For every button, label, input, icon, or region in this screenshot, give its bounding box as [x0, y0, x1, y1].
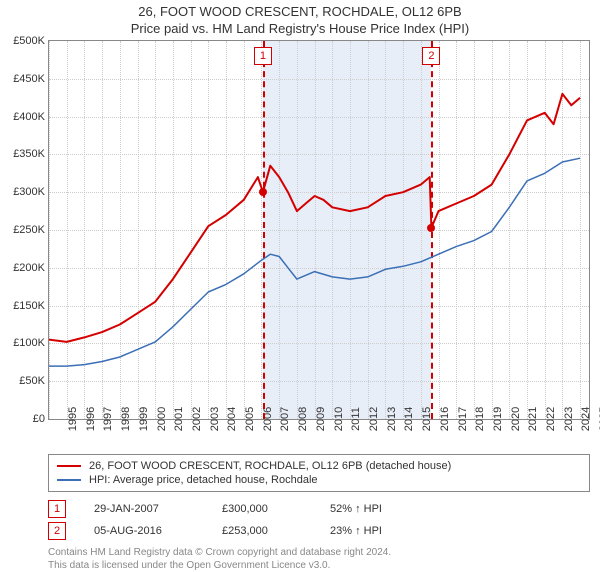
legend-box: 26, FOOT WOOD CRESCENT, ROCHDALE, OL12 6…	[48, 454, 590, 492]
event-marker	[259, 188, 267, 196]
sale-flag: 2	[48, 522, 66, 540]
y-tick-label: £450K	[13, 73, 49, 85]
y-tick-label: £350K	[13, 148, 49, 160]
attribution-footer: Contains HM Land Registry data © Crown c…	[48, 546, 590, 572]
sale-date: 05-AUG-2016	[94, 525, 194, 537]
footer-line: This data is licensed under the Open Gov…	[48, 559, 590, 572]
y-tick-label: £100K	[13, 337, 49, 349]
footer-line: Contains HM Land Registry data © Crown c…	[48, 546, 590, 559]
legend-swatch	[57, 479, 81, 481]
legend-label: 26, FOOT WOOD CRESCENT, ROCHDALE, OL12 6…	[89, 460, 451, 472]
sale-date: 29-JAN-2007	[94, 503, 194, 515]
sale-price: £300,000	[222, 503, 302, 515]
legend-swatch	[57, 465, 81, 467]
legend-row: HPI: Average price, detached house, Roch…	[57, 473, 581, 487]
event-flag: 2	[422, 47, 440, 65]
series-svg	[49, 41, 589, 419]
legend-row: 26, FOOT WOOD CRESCENT, ROCHDALE, OL12 6…	[57, 459, 581, 473]
y-tick-label: £150K	[13, 300, 49, 312]
event-flag: 1	[254, 47, 272, 65]
chart-subtitle: Price paid vs. HM Land Registry's House …	[0, 21, 600, 36]
sale-row: 1 29-JAN-2007 £300,000 52% ↑ HPI	[48, 498, 590, 520]
event-marker	[427, 224, 435, 232]
sale-flag: 1	[48, 500, 66, 518]
sale-hpi: 23% ↑ HPI	[330, 525, 382, 537]
sale-price: £253,000	[222, 525, 302, 537]
y-tick-label: £200K	[13, 262, 49, 274]
sale-hpi: 52% ↑ HPI	[330, 503, 382, 515]
legend-label: HPI: Average price, detached house, Roch…	[89, 474, 318, 486]
series-hpi	[49, 158, 580, 366]
y-tick-label: £500K	[13, 35, 49, 47]
y-tick-label: £50K	[19, 375, 49, 387]
chart-plot-area: £0£50K£100K£150K£200K£250K£300K£350K£400…	[48, 40, 590, 420]
sale-row: 2 05-AUG-2016 £253,000 23% ↑ HPI	[48, 520, 590, 542]
sales-table: 1 29-JAN-2007 £300,000 52% ↑ HPI 2 05-AUG-201…	[48, 498, 590, 542]
series-price_paid	[49, 94, 580, 342]
chart-title: 26, FOOT WOOD CRESCENT, ROCHDALE, OL12 6…	[0, 4, 600, 19]
y-tick-label: £250K	[13, 224, 49, 236]
y-tick-label: £0	[33, 413, 49, 425]
y-tick-label: £300K	[13, 186, 49, 198]
y-tick-label: £400K	[13, 111, 49, 123]
